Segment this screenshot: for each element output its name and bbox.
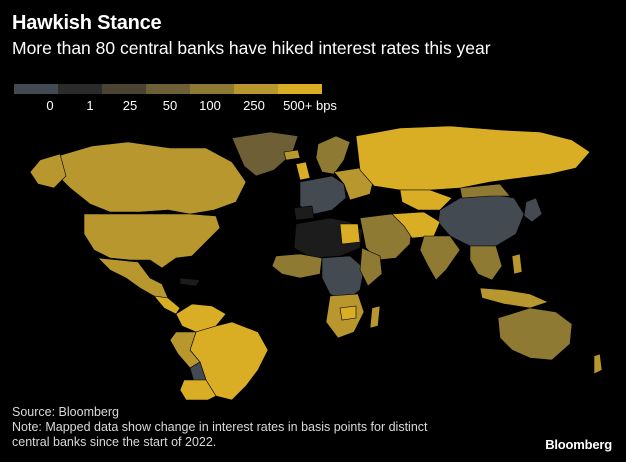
region-scandinavia <box>315 135 351 175</box>
region-zambia-zimbabwe <box>339 305 357 321</box>
legend-tick-1: 1 <box>86 98 94 113</box>
legend-tick-100: 100 <box>199 98 221 113</box>
source-line: Source: Bloomberg <box>12 405 120 419</box>
region-canada <box>55 141 247 215</box>
region-madagascar <box>369 305 381 329</box>
region-mongolia <box>459 183 511 199</box>
region-alaska <box>29 153 67 189</box>
source-note: Source: Bloomberg Note: Mapped data show… <box>12 405 532 450</box>
legend-tick-50: 50 <box>162 98 178 113</box>
region-korea-japan <box>523 197 543 223</box>
region-greenland <box>231 131 299 177</box>
note-line-1: Note: Mapped data show change in interes… <box>12 420 428 434</box>
region-central-america <box>153 295 181 315</box>
region-indonesia <box>479 287 549 309</box>
legend-swatch-5 <box>190 84 234 94</box>
region-iberia <box>293 205 315 221</box>
region-colombia-venezuela <box>175 303 227 333</box>
legend-tick-25: 25 <box>122 98 138 113</box>
bloomberg-logo: Bloomberg <box>545 437 612 452</box>
region-southeast-asia <box>469 245 503 281</box>
legend-swatch-2 <box>58 84 102 94</box>
region-philippines <box>511 253 523 275</box>
legend-swatch-6 <box>234 84 278 94</box>
legend-swatch-1 <box>14 84 58 94</box>
legend-swatch-3 <box>102 84 146 94</box>
region-usa <box>83 213 221 269</box>
region-new-zealand <box>593 353 603 375</box>
region-kazakhstan <box>399 189 453 211</box>
legend-tick-500: 500+ bps <box>283 98 337 113</box>
chart-subtitle: More than 80 central banks have hiked in… <box>12 38 491 58</box>
region-uk <box>295 161 311 181</box>
region-egypt <box>339 223 361 245</box>
region-argentina-chile <box>179 379 217 400</box>
legend-swatch-4 <box>146 84 190 94</box>
legend-tick-0: 0 <box>46 98 54 113</box>
region-russia <box>355 125 591 191</box>
legend-tick-250: 250 <box>243 98 265 113</box>
region-west-africa <box>271 253 323 279</box>
region-cuba <box>179 277 201 287</box>
note-line-2: central banks since the start of 2022. <box>12 435 217 449</box>
region-india <box>419 235 461 281</box>
region-iceland <box>283 149 301 161</box>
legend-swatch-7 <box>278 84 322 94</box>
chart-title: Hawkish Stance <box>12 12 162 34</box>
region-east-africa <box>359 247 383 287</box>
region-australia <box>497 307 573 361</box>
world-map <box>29 125 603 400</box>
